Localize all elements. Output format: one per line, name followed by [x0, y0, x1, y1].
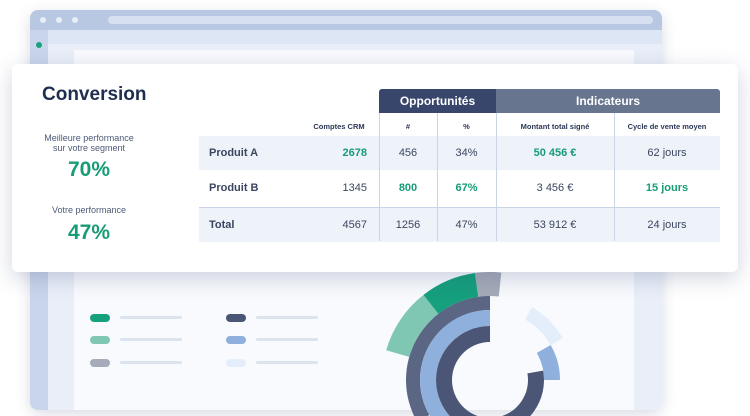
- best-performance-value: 70%: [67, 158, 111, 181]
- window-dot-icon[interactable]: [72, 17, 78, 23]
- cell-cycle: 15 jours: [645, 182, 689, 194]
- column-header-percent[interactable]: %: [463, 121, 470, 131]
- cell-montant: 50 456 €: [533, 147, 577, 159]
- cell-count: 1256: [395, 219, 421, 231]
- cell-comptes: 4567: [342, 219, 367, 231]
- best-performance-label-line: Meilleure performance: [44, 133, 134, 143]
- legend-swatch: [90, 336, 110, 344]
- legend-line: [120, 361, 182, 364]
- cell-comptes: 1345: [342, 182, 367, 194]
- conversion-card: Conversion Meilleure performance sur vot…: [12, 64, 738, 272]
- cell-count: 800: [398, 182, 418, 194]
- your-performance-value: 47%: [67, 221, 111, 244]
- cell-montant: 53 912 €: [533, 219, 577, 231]
- table-row-produit-b[interactable]: Produit B 1345 800 67% 3 456 € 15 jours: [199, 171, 720, 205]
- table-row-total[interactable]: Total 4567 1256 47% 53 912 € 24 jours: [199, 207, 720, 242]
- cell-montant: 3 456 €: [536, 182, 574, 194]
- row-name: Total: [209, 219, 235, 231]
- column-divider: [379, 113, 380, 241]
- column-header-cycle[interactable]: Cycle de vente moyen: [627, 121, 707, 131]
- card-title: Conversion: [42, 84, 147, 105]
- radial-segment: [536, 345, 560, 380]
- best-performance-label-line: sur votre segment: [52, 143, 126, 153]
- cell-percent: 34%: [455, 147, 478, 159]
- legend-line: [120, 316, 182, 319]
- cell-percent: 47%: [455, 219, 478, 231]
- status-dot-icon: [36, 42, 42, 48]
- legend-swatch: [226, 359, 246, 367]
- radial-segment: [420, 310, 490, 416]
- legend-line: [256, 316, 318, 319]
- cell-comptes: 2678: [342, 147, 367, 159]
- best-performance-label: Meilleure performance sur votre segment: [12, 133, 166, 153]
- column-divider: [496, 113, 497, 241]
- column-divider: [437, 113, 438, 241]
- window-dot-icon[interactable]: [56, 17, 62, 23]
- opportunites-header[interactable]: Opportunités: [379, 89, 496, 113]
- radial-segment: [436, 326, 490, 416]
- cell-percent: 67%: [455, 182, 478, 194]
- legend-swatch: [90, 359, 110, 367]
- legend-line: [256, 361, 318, 364]
- radial-segment: [474, 272, 502, 297]
- cell-cycle: 62 jours: [647, 147, 687, 159]
- row-name: Produit B: [209, 182, 259, 194]
- indicateurs-header[interactable]: Indicateurs: [496, 89, 720, 113]
- legend-line: [256, 338, 318, 341]
- column-header-montant[interactable]: Montant total signé: [520, 121, 590, 131]
- cell-cycle: 24 jours: [647, 219, 687, 231]
- cell-count: 456: [398, 147, 418, 159]
- address-bar[interactable]: [108, 16, 653, 24]
- radial-segment: [406, 296, 490, 416]
- column-divider: [614, 113, 615, 241]
- window-titlebar: [30, 10, 662, 30]
- radial-segment: [525, 307, 563, 345]
- column-header-count[interactable]: #: [405, 121, 411, 131]
- row-name: Produit A: [209, 147, 259, 159]
- legend-line: [120, 338, 182, 341]
- window-dot-icon[interactable]: [40, 17, 46, 23]
- your-performance-label: Votre performance: [51, 205, 127, 215]
- radial-segment: [502, 370, 544, 416]
- radial-segment: [423, 273, 479, 314]
- column-header-comptes-crm[interactable]: Comptes CRM: [313, 121, 365, 131]
- legend-swatch: [226, 336, 246, 344]
- legend-swatch: [226, 314, 246, 322]
- table-row-produit-a[interactable]: Produit A 2678 456 34% 50 456 € 62 jours: [199, 136, 720, 170]
- radial-segment: [386, 294, 439, 357]
- top-bar: [48, 30, 662, 44]
- legend-swatch: [90, 314, 110, 322]
